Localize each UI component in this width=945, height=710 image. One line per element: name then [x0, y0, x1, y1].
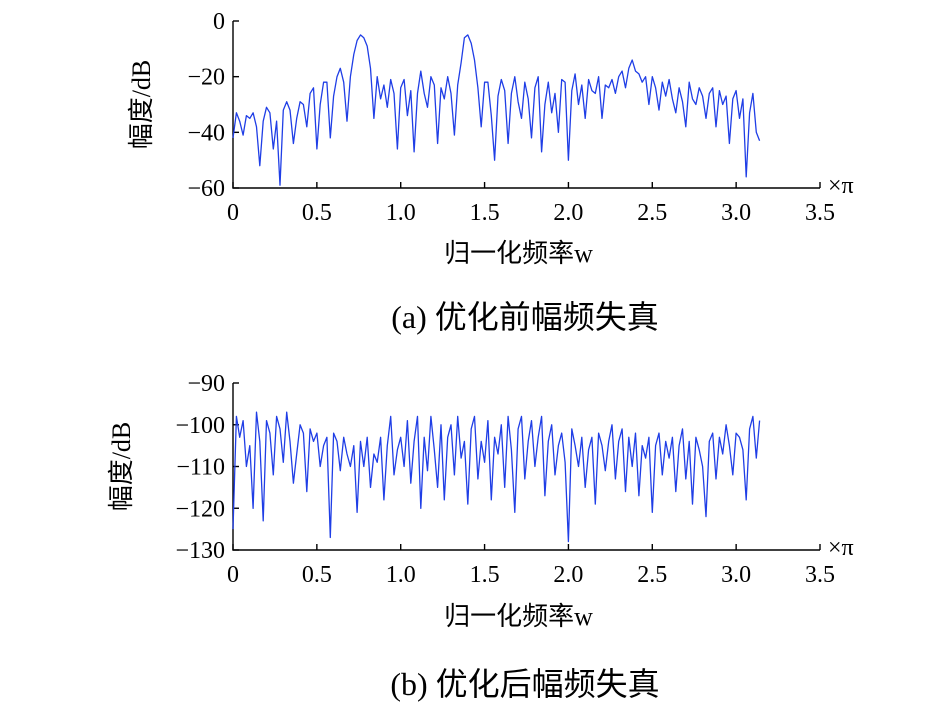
- y-tick-label: −100: [175, 413, 225, 439]
- x-tick-label: 3.0: [721, 562, 751, 588]
- x-tick-label: 2.0: [553, 200, 583, 226]
- chart-a: 0 0.5 1.0 1.5 2.0 2.5 3.0 3.5 0 −20 −40 −60 ×π 幅度/dB 归…: [127, 9, 854, 335]
- y-tick-label: −90: [187, 371, 225, 397]
- x-tick-label: 0.5: [302, 200, 332, 226]
- x-tick-label: 0.5: [302, 562, 332, 588]
- x-tick-label: 3.0: [721, 200, 751, 226]
- x-tick-label: 3.5: [805, 562, 835, 588]
- x-tick-label: 3.5: [805, 200, 835, 226]
- y-tick-label: −110: [176, 455, 225, 481]
- y-tick-label: −120: [175, 496, 225, 522]
- y-axis-label: 幅度/dB: [107, 422, 136, 512]
- chart-b: 0 0.5 1.0 1.5 2.0 2.5 3.0 3.5 −90 −100 −110 −120 −13…: [107, 371, 854, 702]
- series-line-a: [232, 34, 761, 186]
- x-unit-label: ×π: [828, 173, 854, 199]
- x-tick-label: 1.5: [470, 200, 500, 226]
- y-tick-label: −130: [175, 538, 225, 564]
- x-tick-label: 1.0: [386, 200, 416, 226]
- x-tick-label: 2.0: [553, 562, 583, 588]
- y-axis-label: 幅度/dB: [127, 60, 156, 150]
- x-tick-label: 2.5: [637, 562, 667, 588]
- y-tick-label: 0: [213, 9, 225, 35]
- x-tick-label: 2.5: [637, 200, 667, 226]
- x-tick-label: 1.5: [470, 562, 500, 588]
- x-tick-label: 0: [227, 200, 239, 226]
- x-tick-label: 0: [227, 562, 239, 588]
- y-tick-label: −20: [187, 65, 225, 91]
- x-unit-label: ×π: [828, 535, 854, 561]
- y-tick-label: −40: [187, 120, 225, 146]
- chart-caption: (b) 优化后幅频失真: [390, 666, 659, 702]
- chart-caption: (a) 优化前幅频失真: [391, 299, 659, 335]
- x-tick-label: 1.0: [386, 562, 416, 588]
- x-axis-label: 归一化频率w: [444, 239, 593, 268]
- x-axis-label: 归一化频率w: [444, 602, 593, 631]
- y-tick-label: −60: [187, 176, 225, 202]
- series-line-b: [232, 411, 761, 543]
